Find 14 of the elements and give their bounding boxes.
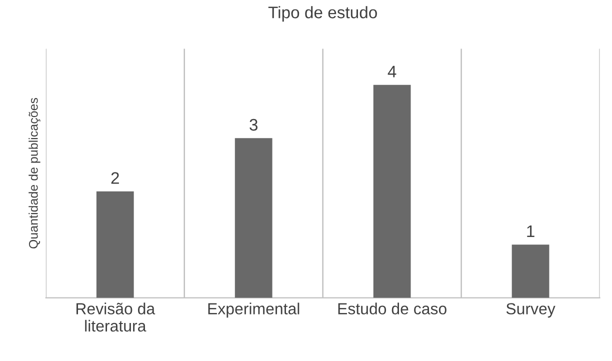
bar <box>96 191 134 298</box>
x-tick-label: Estudo de caso <box>338 302 446 314</box>
data-label: 2 <box>111 172 119 184</box>
x-tick-label: Experimental <box>208 302 300 318</box>
bar <box>512 244 550 298</box>
data-label: 3 <box>250 118 258 131</box>
bar <box>373 84 411 298</box>
data-label: 4 <box>388 66 396 78</box>
x-tick-label: Survey <box>506 303 556 318</box>
chart-title: Tipo de estudo <box>268 6 377 22</box>
data-label: 1 <box>527 226 534 237</box>
x-tick-label: Revisão da literatura <box>76 302 156 332</box>
bar <box>234 138 272 298</box>
y-axis-title: Quantidade de publicações <box>28 98 40 248</box>
